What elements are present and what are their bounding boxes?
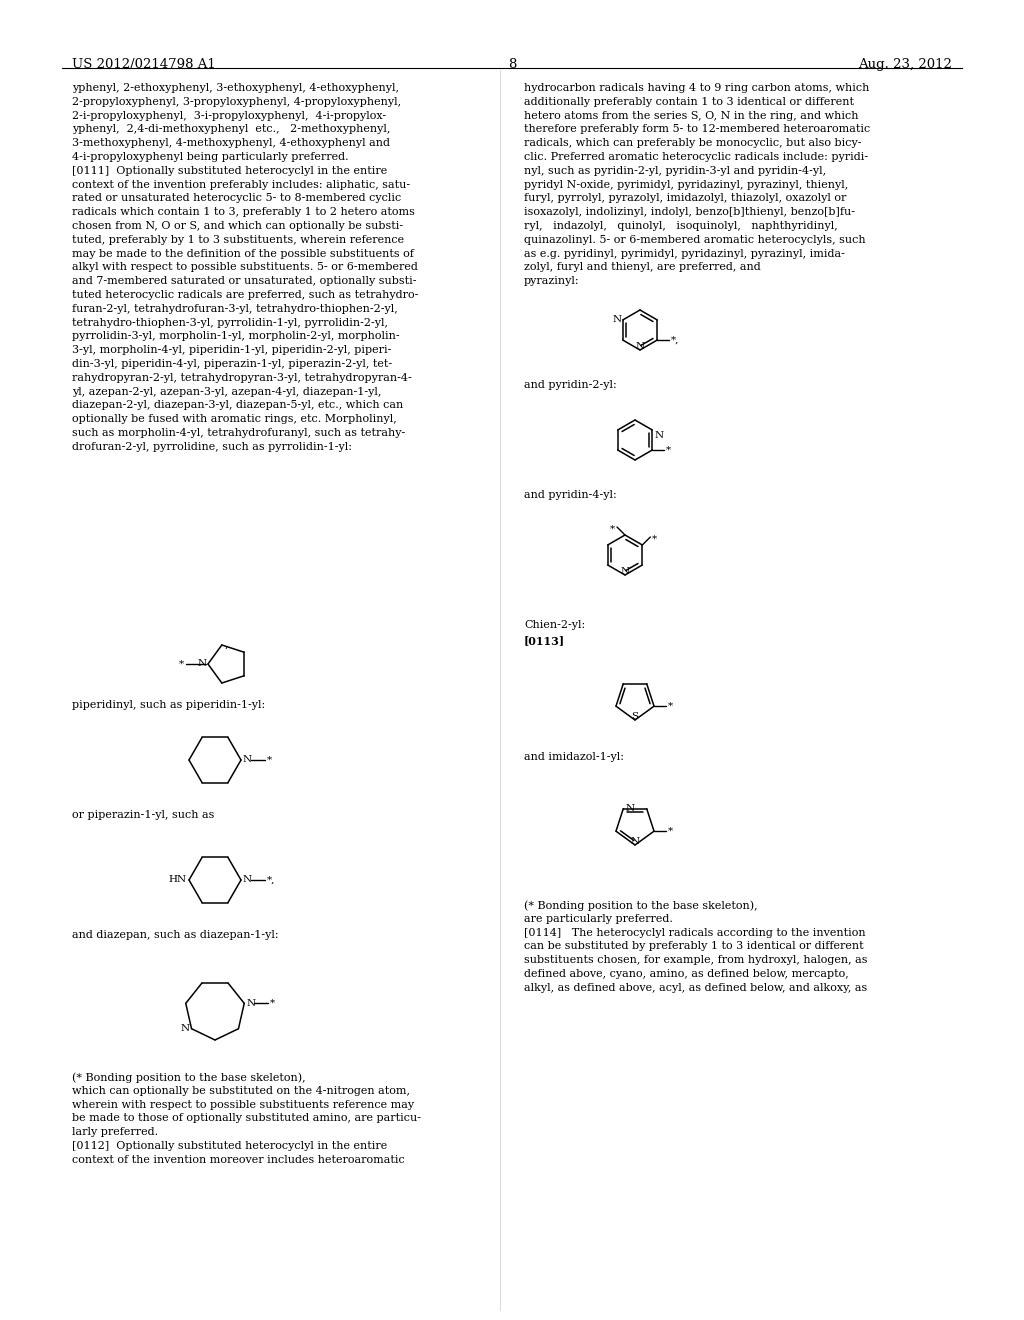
Text: [0111]  Optionally substituted heterocyclyl in the entire: [0111] Optionally substituted heterocycl…: [72, 166, 387, 176]
Text: N: N: [636, 342, 644, 351]
Text: N: N: [621, 568, 630, 576]
Text: 2-propyloxyphenyl, 3-propyloxyphenyl, 4-propyloxyphenyl,: 2-propyloxyphenyl, 3-propyloxyphenyl, 4-…: [72, 96, 401, 107]
Text: therefore preferably form 5- to 12-membered heteroaromatic: therefore preferably form 5- to 12-membe…: [524, 124, 870, 135]
Text: radicals, which can preferably be monocyclic, but also bicy-: radicals, which can preferably be monocy…: [524, 139, 861, 148]
Text: such as morpholin-4-yl, tetrahydrofuranyl, such as tetrahy-: such as morpholin-4-yl, tetrahydrofurany…: [72, 428, 406, 438]
Text: N: N: [243, 875, 252, 884]
Text: *: *: [270, 999, 275, 1008]
Text: and diazepan, such as diazepan-1-yl:: and diazepan, such as diazepan-1-yl:: [72, 931, 279, 940]
Text: which can optionally be substituted on the 4-nitrogen atom,: which can optionally be substituted on t…: [72, 1086, 410, 1096]
Text: and 7-membered saturated or unsaturated, optionally substi-: and 7-membered saturated or unsaturated,…: [72, 276, 417, 286]
Text: defined above, cyano, amino, as defined below, mercapto,: defined above, cyano, amino, as defined …: [524, 969, 849, 979]
Text: *,: *,: [672, 335, 680, 345]
Text: nyl, such as pyridin-2-yl, pyridin-3-yl and pyridin-4-yl,: nyl, such as pyridin-2-yl, pyridin-3-yl …: [524, 166, 826, 176]
Text: N: N: [180, 1024, 189, 1034]
Text: Chien-2-yl:: Chien-2-yl:: [524, 620, 586, 630]
Text: 3-methoxyphenyl, 4-methoxyphenyl, 4-ethoxyphenyl and: 3-methoxyphenyl, 4-methoxyphenyl, 4-etho…: [72, 139, 390, 148]
Text: optionally be fused with aromatic rings, etc. Morpholinyl,: optionally be fused with aromatic rings,…: [72, 414, 396, 424]
Text: and imidazol-1-yl:: and imidazol-1-yl:: [524, 752, 624, 762]
Text: alkyl, as defined above, acyl, as defined below, and alkoxy, as: alkyl, as defined above, acyl, as define…: [524, 983, 867, 993]
Text: Aug. 23, 2012: Aug. 23, 2012: [858, 58, 952, 71]
Text: tuted, preferably by 1 to 3 substituents, wherein reference: tuted, preferably by 1 to 3 substituents…: [72, 235, 404, 244]
Text: piperidinyl, such as piperidin-1-yl:: piperidinyl, such as piperidin-1-yl:: [72, 700, 265, 710]
Text: N: N: [198, 660, 207, 668]
Text: chosen from N, O or S, and which can optionally be substi-: chosen from N, O or S, and which can opt…: [72, 220, 403, 231]
Text: context of the invention preferably includes: aliphatic, satu-: context of the invention preferably incl…: [72, 180, 411, 190]
Text: quinazolinyl. 5- or 6-membered aromatic heterocyclyls, such: quinazolinyl. 5- or 6-membered aromatic …: [524, 235, 865, 244]
Text: *: *: [610, 525, 615, 535]
Text: *: *: [667, 446, 672, 454]
Text: US 2012/0214798 A1: US 2012/0214798 A1: [72, 58, 216, 71]
Text: substituents chosen, for example, from hydroxyl, halogen, as: substituents chosen, for example, from h…: [524, 956, 867, 965]
Text: yphenyl,  2,4-di-methoxyphenyl  etc.,   2-methoxyphenyl,: yphenyl, 2,4-di-methoxyphenyl etc., 2-me…: [72, 124, 390, 135]
Text: diazepan-2-yl, diazepan-3-yl, diazepan-5-yl, etc., which can: diazepan-2-yl, diazepan-3-yl, diazepan-5…: [72, 400, 403, 411]
Text: hetero atoms from the series S, O, N in the ring, and which: hetero atoms from the series S, O, N in …: [524, 111, 858, 120]
Text: hydrocarbon radicals having 4 to 9 ring carbon atoms, which: hydrocarbon radicals having 4 to 9 ring …: [524, 83, 869, 92]
Text: and pyridin-2-yl:: and pyridin-2-yl:: [524, 380, 616, 389]
Text: isoxazolyl, indolizinyl, indolyl, benzo[b]thienyl, benzo[b]fu-: isoxazolyl, indolizinyl, indolyl, benzo[…: [524, 207, 855, 218]
Text: [0114]   The heterocyclyl radicals according to the invention: [0114] The heterocyclyl radicals accordi…: [524, 928, 865, 937]
Text: 8: 8: [508, 58, 516, 71]
Text: *: *: [668, 826, 673, 836]
Text: 4-i-propyloxyphenyl being particularly preferred.: 4-i-propyloxyphenyl being particularly p…: [72, 152, 348, 162]
Text: *,: *,: [267, 875, 275, 884]
Text: can be substituted by preferably 1 to 3 identical or different: can be substituted by preferably 1 to 3 …: [524, 941, 863, 952]
Text: (* Bonding position to the base skeleton),: (* Bonding position to the base skeleton…: [72, 1072, 305, 1082]
Text: S: S: [632, 711, 639, 721]
Text: 2-i-propyloxyphenyl,  3-i-propyloxyphenyl,  4-i-propylox-: 2-i-propyloxyphenyl, 3-i-propyloxyphenyl…: [72, 111, 386, 120]
Text: 3-yl, morpholin-4-yl, piperidin-1-yl, piperidin-2-yl, piperi-: 3-yl, morpholin-4-yl, piperidin-1-yl, pi…: [72, 346, 391, 355]
Text: wherein with respect to possible substituents reference may: wherein with respect to possible substit…: [72, 1100, 414, 1110]
Text: HN: HN: [169, 875, 187, 884]
Text: N: N: [246, 999, 255, 1008]
Text: (* Bonding position to the base skeleton),: (* Bonding position to the base skeleton…: [524, 900, 758, 911]
Text: N: N: [631, 837, 640, 846]
Text: *: *: [652, 535, 657, 544]
Text: additionally preferably contain 1 to 3 identical or different: additionally preferably contain 1 to 3 i…: [524, 96, 854, 107]
Text: pyrazinyl:: pyrazinyl:: [524, 276, 580, 286]
Text: *: *: [179, 660, 184, 668]
Text: and pyridin-4-yl:: and pyridin-4-yl:: [524, 490, 616, 500]
Text: be made to those of optionally substituted amino, are particu-: be made to those of optionally substitut…: [72, 1113, 421, 1123]
Text: or piperazin-1-yl, such as: or piperazin-1-yl, such as: [72, 810, 214, 820]
Text: larly preferred.: larly preferred.: [72, 1127, 158, 1138]
Text: clic. Preferred aromatic heterocyclic radicals include: pyridi-: clic. Preferred aromatic heterocyclic ra…: [524, 152, 868, 162]
Text: as e.g. pyridinyl, pyrimidyl, pyridazinyl, pyrazinyl, imida-: as e.g. pyridinyl, pyrimidyl, pyridaziny…: [524, 248, 845, 259]
Text: zolyl, furyl and thienyl, are preferred, and: zolyl, furyl and thienyl, are preferred,…: [524, 263, 761, 272]
Text: rahydropyran-2-yl, tetrahydropyran-3-yl, tetrahydropyran-4-: rahydropyran-2-yl, tetrahydropyran-3-yl,…: [72, 372, 412, 383]
Text: yl, azepan-2-yl, azepan-3-yl, azepan-4-yl, diazepan-1-yl,: yl, azepan-2-yl, azepan-3-yl, azepan-4-y…: [72, 387, 381, 396]
Text: pyridyl N-oxide, pyrimidyl, pyridazinyl, pyrazinyl, thienyl,: pyridyl N-oxide, pyrimidyl, pyridazinyl,…: [524, 180, 848, 190]
Text: rated or unsaturated heterocyclic 5- to 8-membered cyclic: rated or unsaturated heterocyclic 5- to …: [72, 194, 401, 203]
Text: may be made to the definition of the possible substituents of: may be made to the definition of the pos…: [72, 248, 414, 259]
Text: *: *: [668, 702, 673, 710]
Text: N: N: [243, 755, 252, 764]
Text: N: N: [612, 315, 622, 325]
Text: [0113]: [0113]: [524, 635, 565, 645]
Text: tuted heterocyclic radicals are preferred, such as tetrahydro-: tuted heterocyclic radicals are preferre…: [72, 290, 419, 300]
Text: pyrrolidin-3-yl, morpholin-1-yl, morpholin-2-yl, morpholin-: pyrrolidin-3-yl, morpholin-1-yl, morphol…: [72, 331, 399, 342]
Text: [0112]  Optionally substituted heterocyclyl in the entire: [0112] Optionally substituted heterocycl…: [72, 1140, 387, 1151]
Text: drofuran-2-yl, pyrrolidine, such as pyrrolidin-1-yl:: drofuran-2-yl, pyrrolidine, such as pyrr…: [72, 442, 352, 451]
Text: ,: ,: [225, 642, 228, 649]
Text: tetrahydro-thiophen-3-yl, pyrrolidin-1-yl, pyrrolidin-2-yl,: tetrahydro-thiophen-3-yl, pyrrolidin-1-y…: [72, 318, 388, 327]
Text: context of the invention moreover includes heteroaromatic: context of the invention moreover includ…: [72, 1155, 404, 1164]
Text: *: *: [267, 755, 272, 764]
Text: N: N: [654, 432, 664, 440]
Text: furan-2-yl, tetrahydrofuran-3-yl, tetrahydro-thiophen-2-yl,: furan-2-yl, tetrahydrofuran-3-yl, tetrah…: [72, 304, 397, 314]
Text: N: N: [626, 804, 635, 813]
Text: yphenyl, 2-ethoxyphenyl, 3-ethoxyphenyl, 4-ethoxyphenyl,: yphenyl, 2-ethoxyphenyl, 3-ethoxyphenyl,…: [72, 83, 399, 92]
Text: ryl,   indazolyl,   quinolyl,   isoquinolyl,   naphthyridinyl,: ryl, indazolyl, quinolyl, isoquinolyl, n…: [524, 220, 838, 231]
Text: furyl, pyrrolyl, pyrazolyl, imidazolyl, thiazolyl, oxazolyl or: furyl, pyrrolyl, pyrazolyl, imidazolyl, …: [524, 194, 847, 203]
Text: alkyl with respect to possible substituents. 5- or 6-membered: alkyl with respect to possible substitue…: [72, 263, 418, 272]
Text: are particularly preferred.: are particularly preferred.: [524, 913, 673, 924]
Text: radicals which contain 1 to 3, preferably 1 to 2 hetero atoms: radicals which contain 1 to 3, preferabl…: [72, 207, 415, 218]
Text: din-3-yl, piperidin-4-yl, piperazin-1-yl, piperazin-2-yl, tet-: din-3-yl, piperidin-4-yl, piperazin-1-yl…: [72, 359, 392, 370]
